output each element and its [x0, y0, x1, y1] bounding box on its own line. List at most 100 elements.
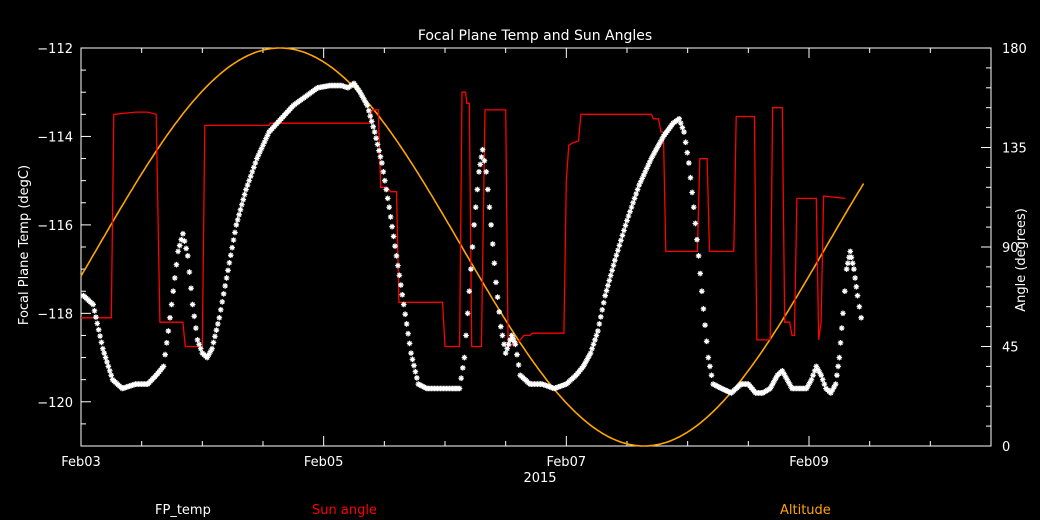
fp-temp-marker — [236, 211, 242, 218]
fp-temp-marker — [325, 83, 332, 89]
fp-temp-marker — [616, 242, 623, 249]
fp-temp-marker — [692, 220, 699, 227]
fp-temp-marker — [255, 152, 262, 159]
fp-temp-marker — [549, 385, 556, 391]
fp-temp-marker — [474, 186, 481, 193]
fp-temp-point — [700, 306, 707, 312]
fp-temp-marker — [226, 259, 233, 266]
fp-temp-marker — [771, 377, 778, 384]
fp-temp-marker — [219, 299, 226, 305]
fp-temp-marker — [777, 369, 784, 376]
fp-temp-marker — [699, 288, 705, 295]
fp-temp-marker — [583, 358, 590, 364]
fp-temp-marker — [289, 104, 295, 110]
fp-temp-marker — [773, 375, 779, 381]
fp-temp-marker — [225, 267, 231, 274]
fp-temp-marker — [816, 369, 823, 376]
fp-temp-marker — [396, 272, 403, 279]
fp-temp-marker — [597, 314, 604, 320]
fp-temp-marker — [630, 199, 636, 206]
fp-temp-point — [209, 345, 215, 352]
x-axis-label: 2015 — [523, 471, 556, 486]
y-right-tick-label: 180 — [1002, 42, 1027, 57]
fp-temp-marker — [707, 363, 713, 370]
fp-temp-marker — [586, 352, 592, 359]
fp-temp-marker — [637, 178, 644, 185]
sun-angle-line — [81, 91, 846, 348]
fp-temp-marker — [162, 351, 168, 358]
fp-temp-marker — [633, 191, 639, 197]
fp-temp-marker — [677, 120, 684, 126]
fp-temp-marker — [656, 141, 662, 148]
fp-temp-marker — [95, 326, 102, 333]
fp-temp-marker — [403, 321, 410, 327]
x-tick-label: Feb09 — [789, 455, 829, 470]
fp-temp-marker — [468, 266, 474, 272]
fp-temp-marker — [607, 272, 614, 279]
fp-temp-marker — [702, 322, 708, 328]
fp-temp-marker — [579, 365, 585, 371]
fp-temp-marker — [257, 149, 263, 155]
fp-temp-marker — [477, 161, 483, 168]
fp-temp-point — [602, 292, 608, 299]
fp-temp-marker — [434, 385, 441, 392]
fp-temp-marker — [398, 282, 404, 288]
chart-title: Focal Plane Temp and Sun Angles — [418, 28, 652, 44]
fp-temp-marker — [651, 150, 658, 156]
y-right-axis-label: Angle (degrees) — [1014, 208, 1029, 312]
fp-temp-marker — [343, 84, 350, 91]
fp-temp-marker — [717, 384, 724, 391]
fp-temp-marker — [606, 277, 613, 284]
fp-temp-marker — [609, 267, 615, 274]
fp-temp-marker — [264, 132, 271, 139]
fp-temp-marker — [105, 363, 112, 370]
fp-temp-marker — [708, 372, 715, 379]
fp-temp-point — [170, 288, 177, 295]
fp-temp-point — [690, 204, 697, 210]
fp-temp-marker — [758, 390, 765, 396]
fp-temp-marker — [390, 233, 397, 240]
fp-temp-marker — [622, 222, 629, 229]
fp-temp-marker — [781, 370, 787, 377]
fp-temp-point — [854, 292, 861, 299]
fp-temp-marker — [581, 360, 588, 367]
fp-temp-point — [194, 337, 201, 343]
fp-temp-marker — [392, 243, 398, 249]
fp-temp-marker — [496, 309, 502, 315]
ticks: Feb03 Feb05 Feb07 Feb09 −112 −114 −116 −118 −120… — [37, 42, 1027, 470]
fp-temp-marker — [510, 335, 516, 342]
fp-temp-marker — [514, 351, 520, 358]
fp-temp-marker — [131, 381, 137, 388]
fp-temp-marker — [815, 366, 821, 373]
fp-temp-point — [648, 155, 655, 162]
fp-temp-marker — [845, 260, 851, 267]
fp-temp-marker — [383, 186, 390, 193]
fp-temp-point — [100, 345, 106, 352]
fp-temp-point — [813, 363, 820, 370]
fp-temp-marker — [852, 275, 858, 281]
fp-temp-marker — [499, 332, 506, 339]
fp-temp-marker — [374, 141, 381, 148]
fp-temp-marker — [363, 100, 369, 106]
fp-temp-marker — [639, 175, 645, 182]
y-left-axis-label: Focal Plane Temp (degC) — [17, 165, 32, 325]
fp-temp-marker — [787, 382, 794, 389]
fp-temp-marker — [469, 244, 476, 250]
fp-temp-point — [508, 332, 515, 339]
fp-temp-marker — [98, 339, 105, 346]
fp-temp-point — [386, 204, 392, 210]
fp-temp-marker — [406, 340, 413, 347]
fp-temp-marker — [241, 191, 248, 198]
fp-temp-point — [686, 160, 692, 166]
fp-temp-marker — [619, 232, 626, 239]
fp-temp-marker — [104, 359, 110, 365]
fp-temp-marker — [101, 350, 108, 356]
legend-sun-angle: Sun angle — [312, 503, 377, 518]
fp-temp-point — [808, 376, 815, 383]
fp-temp-marker — [258, 145, 265, 152]
fp-temp-marker — [395, 262, 401, 269]
fp-temp-marker — [805, 382, 811, 389]
fp-temp-marker — [640, 172, 647, 178]
fp-temp-marker — [97, 333, 103, 339]
fp-temp-marker — [603, 287, 610, 294]
